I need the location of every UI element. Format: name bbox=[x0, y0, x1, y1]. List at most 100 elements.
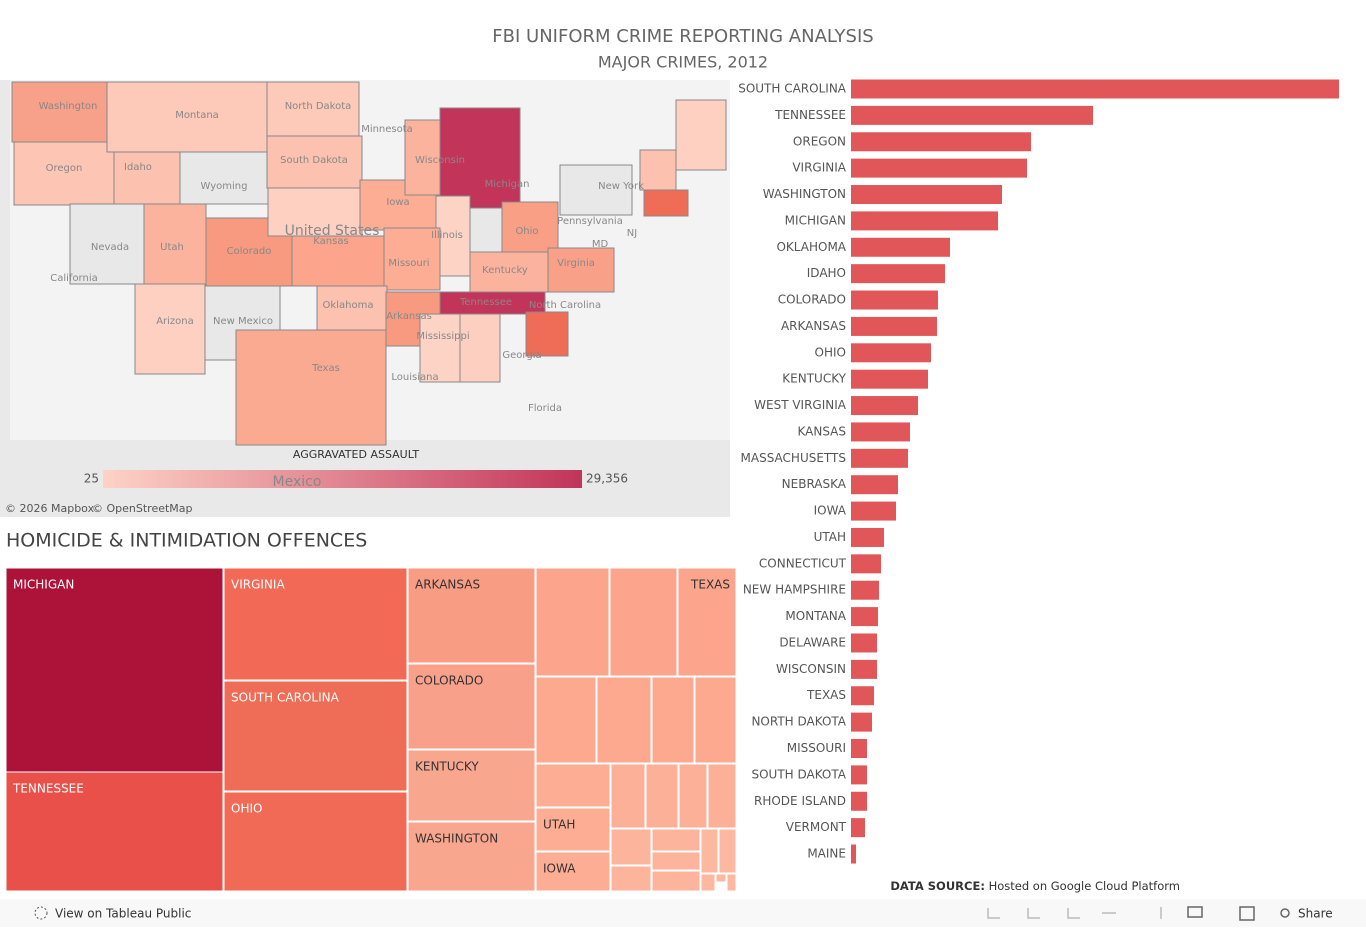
attribution[interactable]: © 2026 Mapbox bbox=[5, 502, 95, 515]
treemap-label: KENTUCKY bbox=[415, 760, 479, 774]
map-label: Arizona bbox=[156, 316, 194, 327]
map-label: Mississippi bbox=[416, 331, 469, 342]
bar bbox=[851, 132, 1031, 152]
treemap-cell bbox=[726, 873, 737, 892]
bar bbox=[851, 158, 1027, 178]
bar bbox=[851, 554, 881, 574]
map-label: North Carolina bbox=[529, 300, 601, 311]
share-icon[interactable] bbox=[1280, 908, 1290, 918]
view-link[interactable]: View on Tableau Public bbox=[55, 907, 191, 921]
map-label: California bbox=[50, 273, 98, 284]
treemap-cell bbox=[718, 828, 737, 874]
bar-label: TEXAS bbox=[806, 688, 846, 702]
treemap-cell bbox=[535, 676, 597, 764]
treemap-label: OHIO bbox=[231, 802, 262, 816]
bar-label: WASHINGTON bbox=[763, 187, 846, 201]
view-button[interactable]: View on Tableau Public bbox=[34, 906, 191, 921]
bar bbox=[851, 264, 945, 284]
legend-title: AGGRAVATED ASSAULT bbox=[293, 448, 419, 461]
treemap-cell bbox=[407, 821, 536, 892]
bar bbox=[851, 448, 908, 468]
bar bbox=[851, 237, 950, 257]
map-label: Pennsylvania bbox=[557, 216, 623, 227]
treemap-cell bbox=[535, 851, 611, 892]
treemap-cell bbox=[677, 567, 737, 677]
map-label: Nevada bbox=[91, 242, 129, 253]
treemap-cell bbox=[407, 663, 536, 750]
revert[interactable] bbox=[1067, 908, 1080, 919]
map-label: New Mexico bbox=[213, 316, 273, 327]
map-label: Illinois bbox=[431, 230, 463, 241]
treemap-cell bbox=[610, 865, 652, 892]
map[interactable] bbox=[0, 80, 730, 517]
bar-label: RHODE ISLAND bbox=[754, 794, 846, 808]
map-label: Iowa bbox=[386, 197, 409, 208]
treemap-label: TENNESSEE bbox=[12, 782, 84, 796]
bar bbox=[851, 211, 998, 231]
bar bbox=[851, 527, 884, 547]
map-label: Florida bbox=[528, 403, 562, 414]
treemap-cell bbox=[651, 828, 701, 852]
treemap-cell bbox=[535, 763, 611, 808]
map-label: Idaho bbox=[124, 162, 152, 173]
map-label: New York bbox=[598, 181, 644, 192]
bar bbox=[851, 316, 937, 336]
bar bbox=[851, 290, 938, 310]
bar-label: MISSOURI bbox=[787, 741, 846, 755]
map-label: Michigan bbox=[485, 179, 530, 190]
undo[interactable] bbox=[987, 908, 1000, 919]
toolbar-icons bbox=[987, 906, 1290, 921]
share-button[interactable]: Share bbox=[1298, 907, 1333, 921]
treemap-cell bbox=[535, 807, 611, 852]
source-label: DATA SOURCE: bbox=[890, 879, 985, 893]
bar-label: KANSAS bbox=[797, 424, 846, 438]
bar-label: OKLAHOMA bbox=[776, 240, 846, 254]
bar-label: COLORADO bbox=[778, 293, 846, 307]
map-label: Wyoming bbox=[201, 181, 248, 192]
download[interactable] bbox=[1187, 906, 1203, 918]
treemap-cell bbox=[610, 828, 652, 866]
bar-label: NEW HAMPSHIRE bbox=[743, 583, 846, 597]
treemap-label: COLORADO bbox=[415, 674, 483, 688]
treemap-cell bbox=[535, 567, 610, 677]
treemap-cell bbox=[407, 749, 536, 822]
bar-label: IOWA bbox=[814, 504, 847, 518]
bar-label: WEST VIRGINIA bbox=[754, 398, 847, 412]
map-label: Mexico bbox=[273, 474, 322, 490]
legend-max: 29,356 bbox=[586, 472, 628, 486]
redo[interactable] bbox=[1027, 908, 1040, 919]
bar-label: VIRGINIA bbox=[792, 161, 846, 175]
map-label: Texas bbox=[311, 363, 340, 374]
bar-label: UTAH bbox=[814, 530, 846, 544]
bar bbox=[851, 844, 856, 864]
treemap-cell bbox=[223, 680, 408, 792]
attribution[interactable]: © OpenStreetMap bbox=[92, 502, 193, 515]
bar-label: IDAHO bbox=[807, 266, 846, 280]
map-label: Montana bbox=[175, 110, 219, 121]
bar bbox=[851, 686, 874, 706]
title: FBI UNIFORM CRIME REPORTING ANALYSIS bbox=[492, 26, 873, 47]
source-text: Hosted on Google Cloud Platform bbox=[989, 879, 1180, 893]
bar-label: NEBRASKA bbox=[782, 477, 847, 491]
map-label: Arkansas bbox=[386, 311, 432, 322]
treemap-label: TEXAS bbox=[690, 578, 730, 592]
bar bbox=[851, 712, 872, 732]
bar-label: SOUTH CAROLINA bbox=[738, 82, 847, 96]
data-source: DATA SOURCE: Hosted on Google Cloud Plat… bbox=[890, 879, 1180, 893]
map-label: Minnesota bbox=[361, 124, 413, 135]
treemap-cell bbox=[610, 763, 646, 829]
treemap-cell bbox=[223, 791, 408, 892]
treemap-cell bbox=[651, 676, 695, 764]
bar-label: DELAWARE bbox=[779, 635, 846, 649]
bar-label: ARKANSAS bbox=[781, 319, 846, 333]
fullscreen[interactable] bbox=[1239, 906, 1255, 921]
bar bbox=[851, 396, 918, 416]
map-label: Oklahoma bbox=[323, 300, 374, 311]
map-label: Ohio bbox=[515, 226, 538, 237]
treemap-cell bbox=[700, 828, 719, 874]
states bbox=[11, 81, 727, 446]
treemap-cell bbox=[407, 567, 536, 664]
map-label: Colorado bbox=[227, 246, 272, 257]
treemap-cell bbox=[715, 873, 727, 883]
